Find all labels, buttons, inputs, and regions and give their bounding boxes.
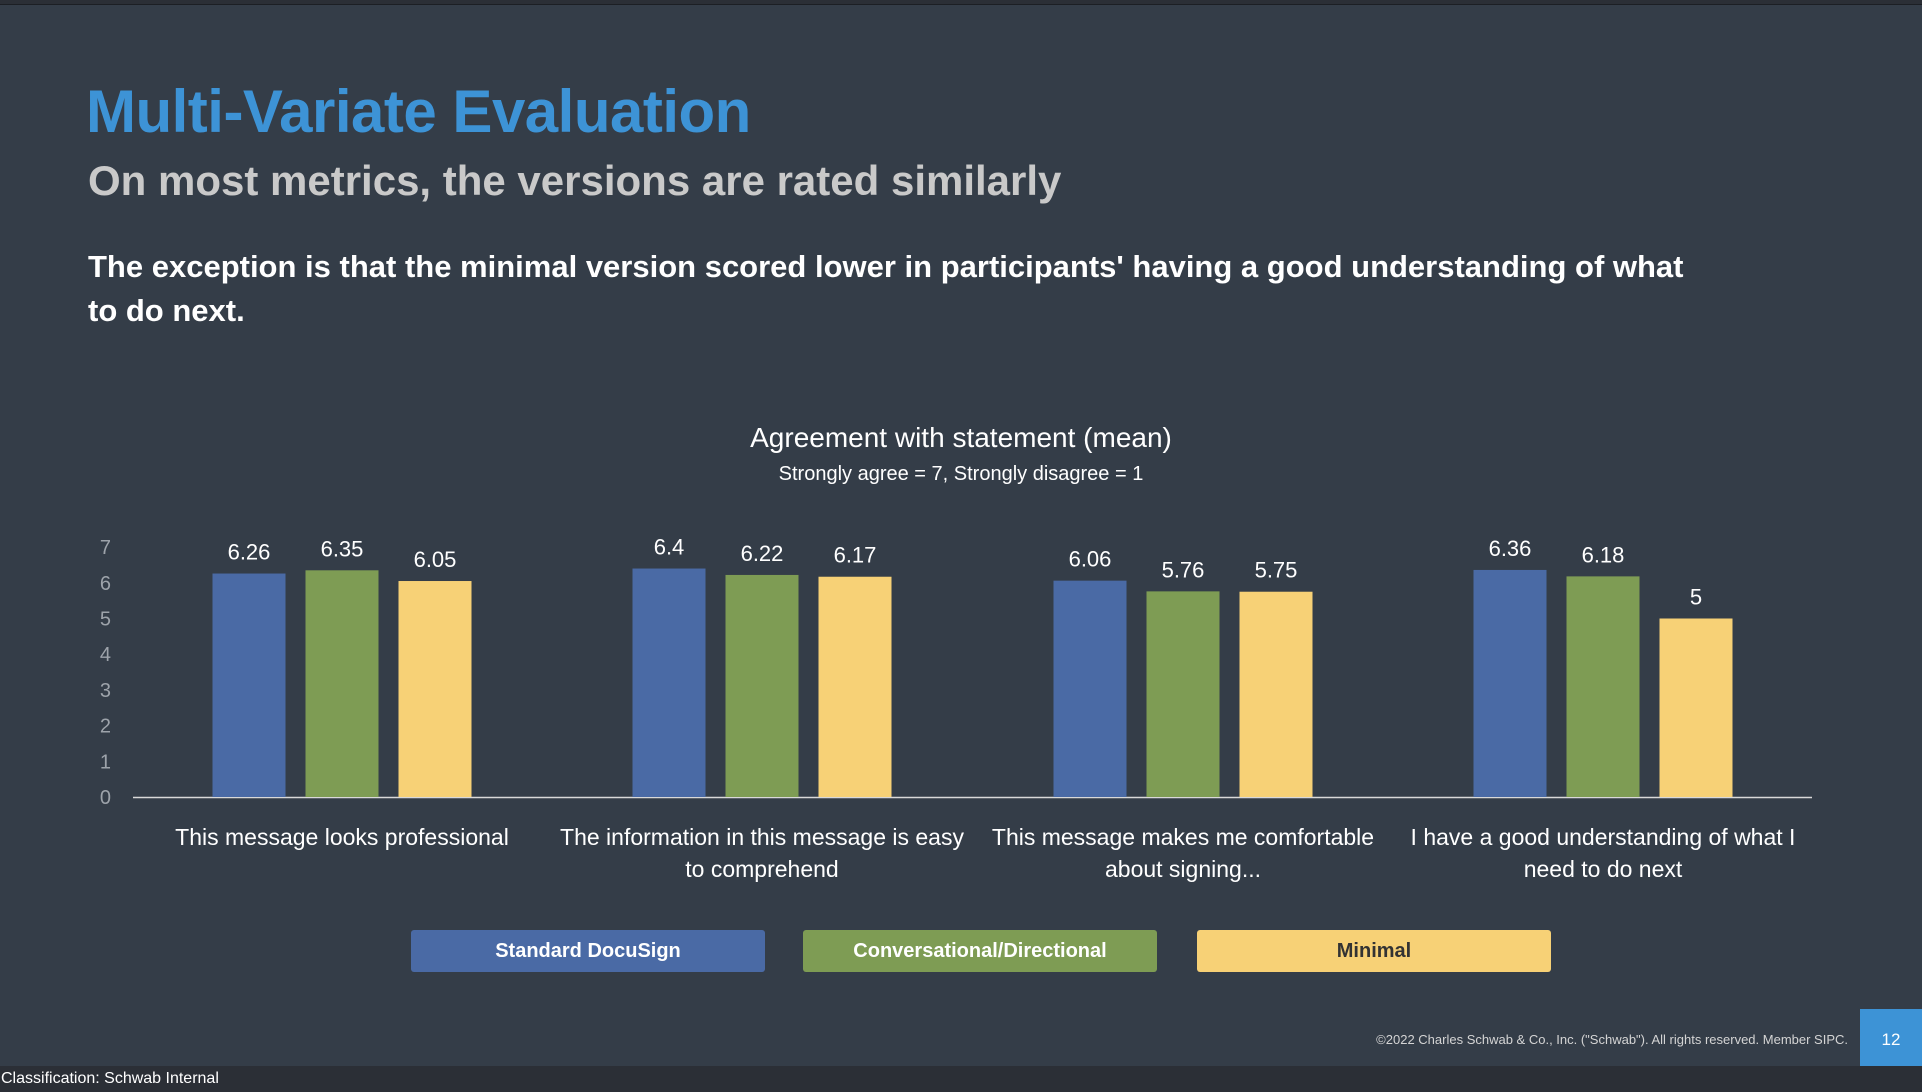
data-label: 6.17 [834, 543, 877, 568]
bar-1-3 [1053, 580, 1127, 797]
data-label: 6.4 [654, 535, 685, 560]
legend-label: Conversational/Directional [853, 939, 1107, 962]
slide-title: Multi-Variate Evaluation [86, 78, 751, 145]
slide: Multi-Variate Evaluation On most metrics… [0, 4, 1922, 1090]
slide-subtitle: On most metrics, the versions are rated … [88, 157, 1062, 204]
category-label: This message makes me comfortable [992, 824, 1374, 850]
bar-1-2 [632, 568, 706, 797]
bar-3-2 [818, 576, 892, 797]
category-label: about signing... [1105, 856, 1261, 882]
legend-label: Standard DocuSign [495, 939, 681, 962]
bar-3-1 [398, 581, 472, 797]
bar-1-1 [212, 573, 286, 797]
y-tick-label: 2 [100, 716, 111, 738]
data-label: 6.18 [1582, 542, 1625, 567]
data-label: 5.75 [1255, 558, 1298, 583]
classification-label: Classification: Schwab Internal [0, 1066, 1922, 1092]
category-label: to comprehend [685, 856, 838, 882]
legend-label: Minimal [1336, 939, 1412, 962]
copyright-notice: ©2022 Charles Schwab & Co., Inc. ("Schwa… [1376, 1032, 1848, 1047]
bar-2-2 [725, 574, 799, 797]
data-label: 6.26 [228, 540, 271, 565]
legend-conversational-directional: Conversational/Directional [803, 930, 1157, 972]
category-label: This message looks professional [175, 824, 509, 850]
data-label: 5 [1690, 585, 1702, 610]
y-tick-label: 1 [100, 751, 111, 773]
y-tick-label: 0 [100, 787, 111, 809]
bar-2-3 [1146, 591, 1220, 797]
y-tick-label: 6 [100, 573, 111, 595]
bar-1-4 [1473, 569, 1547, 797]
chart-subtitle: Strongly agree = 7, Strongly disagree = … [778, 463, 1144, 485]
bar-2-1 [305, 570, 379, 797]
page-number: 12 [1860, 1009, 1922, 1071]
data-label: 5.76 [1162, 557, 1205, 582]
data-label: 6.06 [1069, 547, 1112, 572]
bar-3-3 [1239, 591, 1313, 797]
chart-title: Agreement with statement (mean) [750, 422, 1172, 453]
y-tick-label: 4 [100, 644, 111, 666]
data-label: 6.35 [321, 536, 364, 561]
category-label: The information in this message is easy [560, 824, 964, 850]
y-tick-label: 5 [100, 609, 111, 631]
legend-standard-docusign: Standard DocuSign [411, 930, 765, 972]
legend-minimal: Minimal [1197, 930, 1551, 972]
bar-chart: 0 1 2 3 4 5 6 7 6.26 6.35 6.05 This message looks p… [100, 535, 1812, 882]
bar-2-4 [1566, 576, 1640, 797]
data-label: 6.05 [414, 547, 457, 572]
y-tick-label: 3 [100, 680, 111, 702]
category-label: need to do next [1524, 856, 1683, 882]
data-label: 6.22 [741, 541, 784, 566]
category-label: I have a good understanding of what I [1411, 824, 1796, 850]
y-tick-label: 7 [100, 537, 111, 559]
bar-3-4 [1659, 618, 1733, 797]
data-label: 6.36 [1489, 536, 1532, 561]
slide-body-text: The exception is that the minimal versio… [88, 249, 1684, 328]
